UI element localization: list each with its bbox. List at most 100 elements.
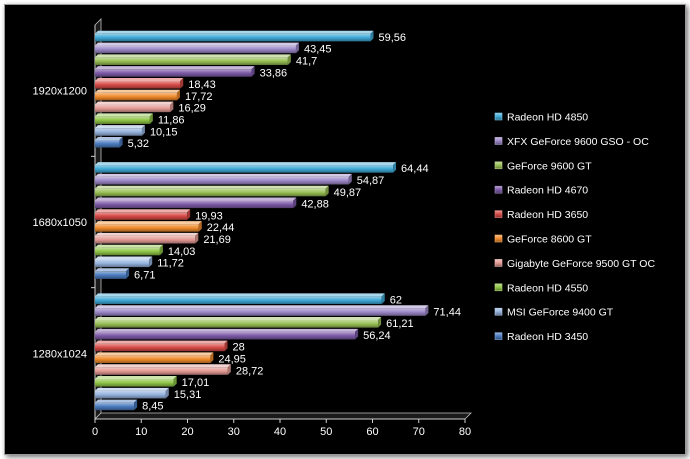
legend-item: XFX GeForce 9600 GSO - OC xyxy=(494,136,649,148)
bar-top-face xyxy=(95,293,385,297)
bar-top-face xyxy=(95,268,130,272)
legend-label: Radeon HD 4550 xyxy=(507,282,588,294)
bar-top-face xyxy=(95,221,202,225)
data-label: 18,43 xyxy=(188,79,216,91)
bar-front-face xyxy=(95,104,171,113)
bar-end-face xyxy=(149,113,153,124)
bar-front-face xyxy=(95,320,379,328)
bar-end-face xyxy=(134,399,138,411)
legend-item: Radeon HD 4850 xyxy=(494,112,588,124)
bar-top-face xyxy=(95,376,177,380)
bar-end-face xyxy=(378,317,382,328)
legend-label: Radeon HD 3650 xyxy=(507,209,588,221)
bar-top-face xyxy=(95,256,153,260)
bar-front-face xyxy=(95,139,120,148)
data-label: 5,32 xyxy=(128,138,149,150)
legend: Radeon HD 4850 XFX GeForce 9600 GSO - OC G… xyxy=(494,112,655,343)
bar xyxy=(95,185,329,197)
bar-front-face xyxy=(95,188,326,197)
bar xyxy=(95,125,145,136)
legend-swatch xyxy=(494,259,503,267)
benchmark-bar-chart: 0 10 20 30 40 50 60 70 80 1920x1200 1680x1050 1280x… xyxy=(33,18,655,438)
bar-end-face xyxy=(149,256,153,268)
bar xyxy=(95,364,231,375)
bar-end-face xyxy=(393,162,397,173)
bar-top-face xyxy=(95,364,231,368)
bar-top-face xyxy=(95,101,174,105)
data-label: 56,24 xyxy=(363,330,391,342)
bar-top-face xyxy=(95,42,299,46)
category-label: 1920x1200 xyxy=(33,86,87,98)
bar-top-face xyxy=(95,162,397,166)
data-label: 43,45 xyxy=(304,44,332,56)
bar-top-face xyxy=(95,317,382,321)
data-label: 61,21 xyxy=(386,318,414,330)
data-labels: 59,5643,4541,733,8618,4317,7216,2911,861… xyxy=(128,32,461,413)
bar-front-face xyxy=(95,128,142,136)
bar xyxy=(95,162,397,173)
legend-label: Radeon HD 4670 xyxy=(507,185,588,197)
data-label: 42,88 xyxy=(301,199,329,211)
bar xyxy=(95,89,180,101)
bar xyxy=(95,101,174,113)
data-label: 19,93 xyxy=(195,210,223,222)
bar-top-face xyxy=(95,387,169,391)
category-label: 1280x1024 xyxy=(33,348,87,360)
legend-label: GeForce 8600 GT xyxy=(507,234,592,246)
bar-top-face xyxy=(95,197,297,201)
bar-end-face xyxy=(293,197,297,209)
bar xyxy=(95,66,255,77)
bar-front-face xyxy=(95,331,356,340)
bar-end-face xyxy=(227,364,231,375)
data-label: 11,86 xyxy=(158,114,185,126)
bar-front-face xyxy=(95,33,371,42)
bar-front-face xyxy=(95,212,188,220)
bar-end-face xyxy=(165,387,169,399)
bar-top-face xyxy=(95,30,374,34)
data-label: 11,72 xyxy=(157,258,184,270)
bar xyxy=(95,268,130,279)
legend-item: GeForce 9600 GT xyxy=(494,160,592,172)
bar xyxy=(95,293,385,305)
bar-end-face xyxy=(126,268,130,279)
bar-top-face xyxy=(95,113,153,117)
bar xyxy=(95,387,169,399)
bar-front-face xyxy=(95,379,174,387)
bars xyxy=(95,30,429,411)
bar xyxy=(95,54,291,65)
legend-swatch xyxy=(494,283,503,292)
bar-front-face xyxy=(95,271,127,279)
bar-top-face xyxy=(95,173,352,177)
legend-item: MSI GeForce 9400 GT xyxy=(494,307,614,319)
bar-top-face xyxy=(95,399,138,403)
legend-swatch xyxy=(494,161,503,170)
category-label: 1680x1050 xyxy=(33,217,87,229)
bar-end-face xyxy=(176,89,180,101)
data-label: 64,44 xyxy=(401,163,429,175)
bar-front-face xyxy=(95,390,166,399)
legend-item: GeForce 8600 GT xyxy=(494,234,592,246)
bar-end-face xyxy=(119,136,123,148)
bar-top-face xyxy=(95,89,180,93)
x-tick-label: 30 xyxy=(228,426,240,438)
bar-end-face xyxy=(180,77,184,89)
bar-top-face xyxy=(95,125,145,129)
bar xyxy=(95,42,299,54)
legend-swatch xyxy=(494,307,503,316)
bar-front-face xyxy=(95,402,135,411)
bar-front-face xyxy=(95,367,228,375)
x-tick-label: 50 xyxy=(320,426,332,438)
data-label: 71,44 xyxy=(433,306,461,318)
legend-swatch xyxy=(494,137,503,145)
data-label: 54,87 xyxy=(357,175,385,187)
data-label: 28,72 xyxy=(236,365,264,377)
bar-top-face xyxy=(95,232,199,236)
bar xyxy=(95,305,429,316)
x-tick-label: 40 xyxy=(274,426,286,438)
bar xyxy=(95,209,191,220)
x-tick-label: 80 xyxy=(459,426,471,438)
bar-front-face xyxy=(95,259,150,268)
legend-item: Radeon HD 3450 xyxy=(494,331,588,343)
bar-top-face xyxy=(95,340,228,344)
legend-item: Radeon HD 4670 xyxy=(494,185,588,197)
